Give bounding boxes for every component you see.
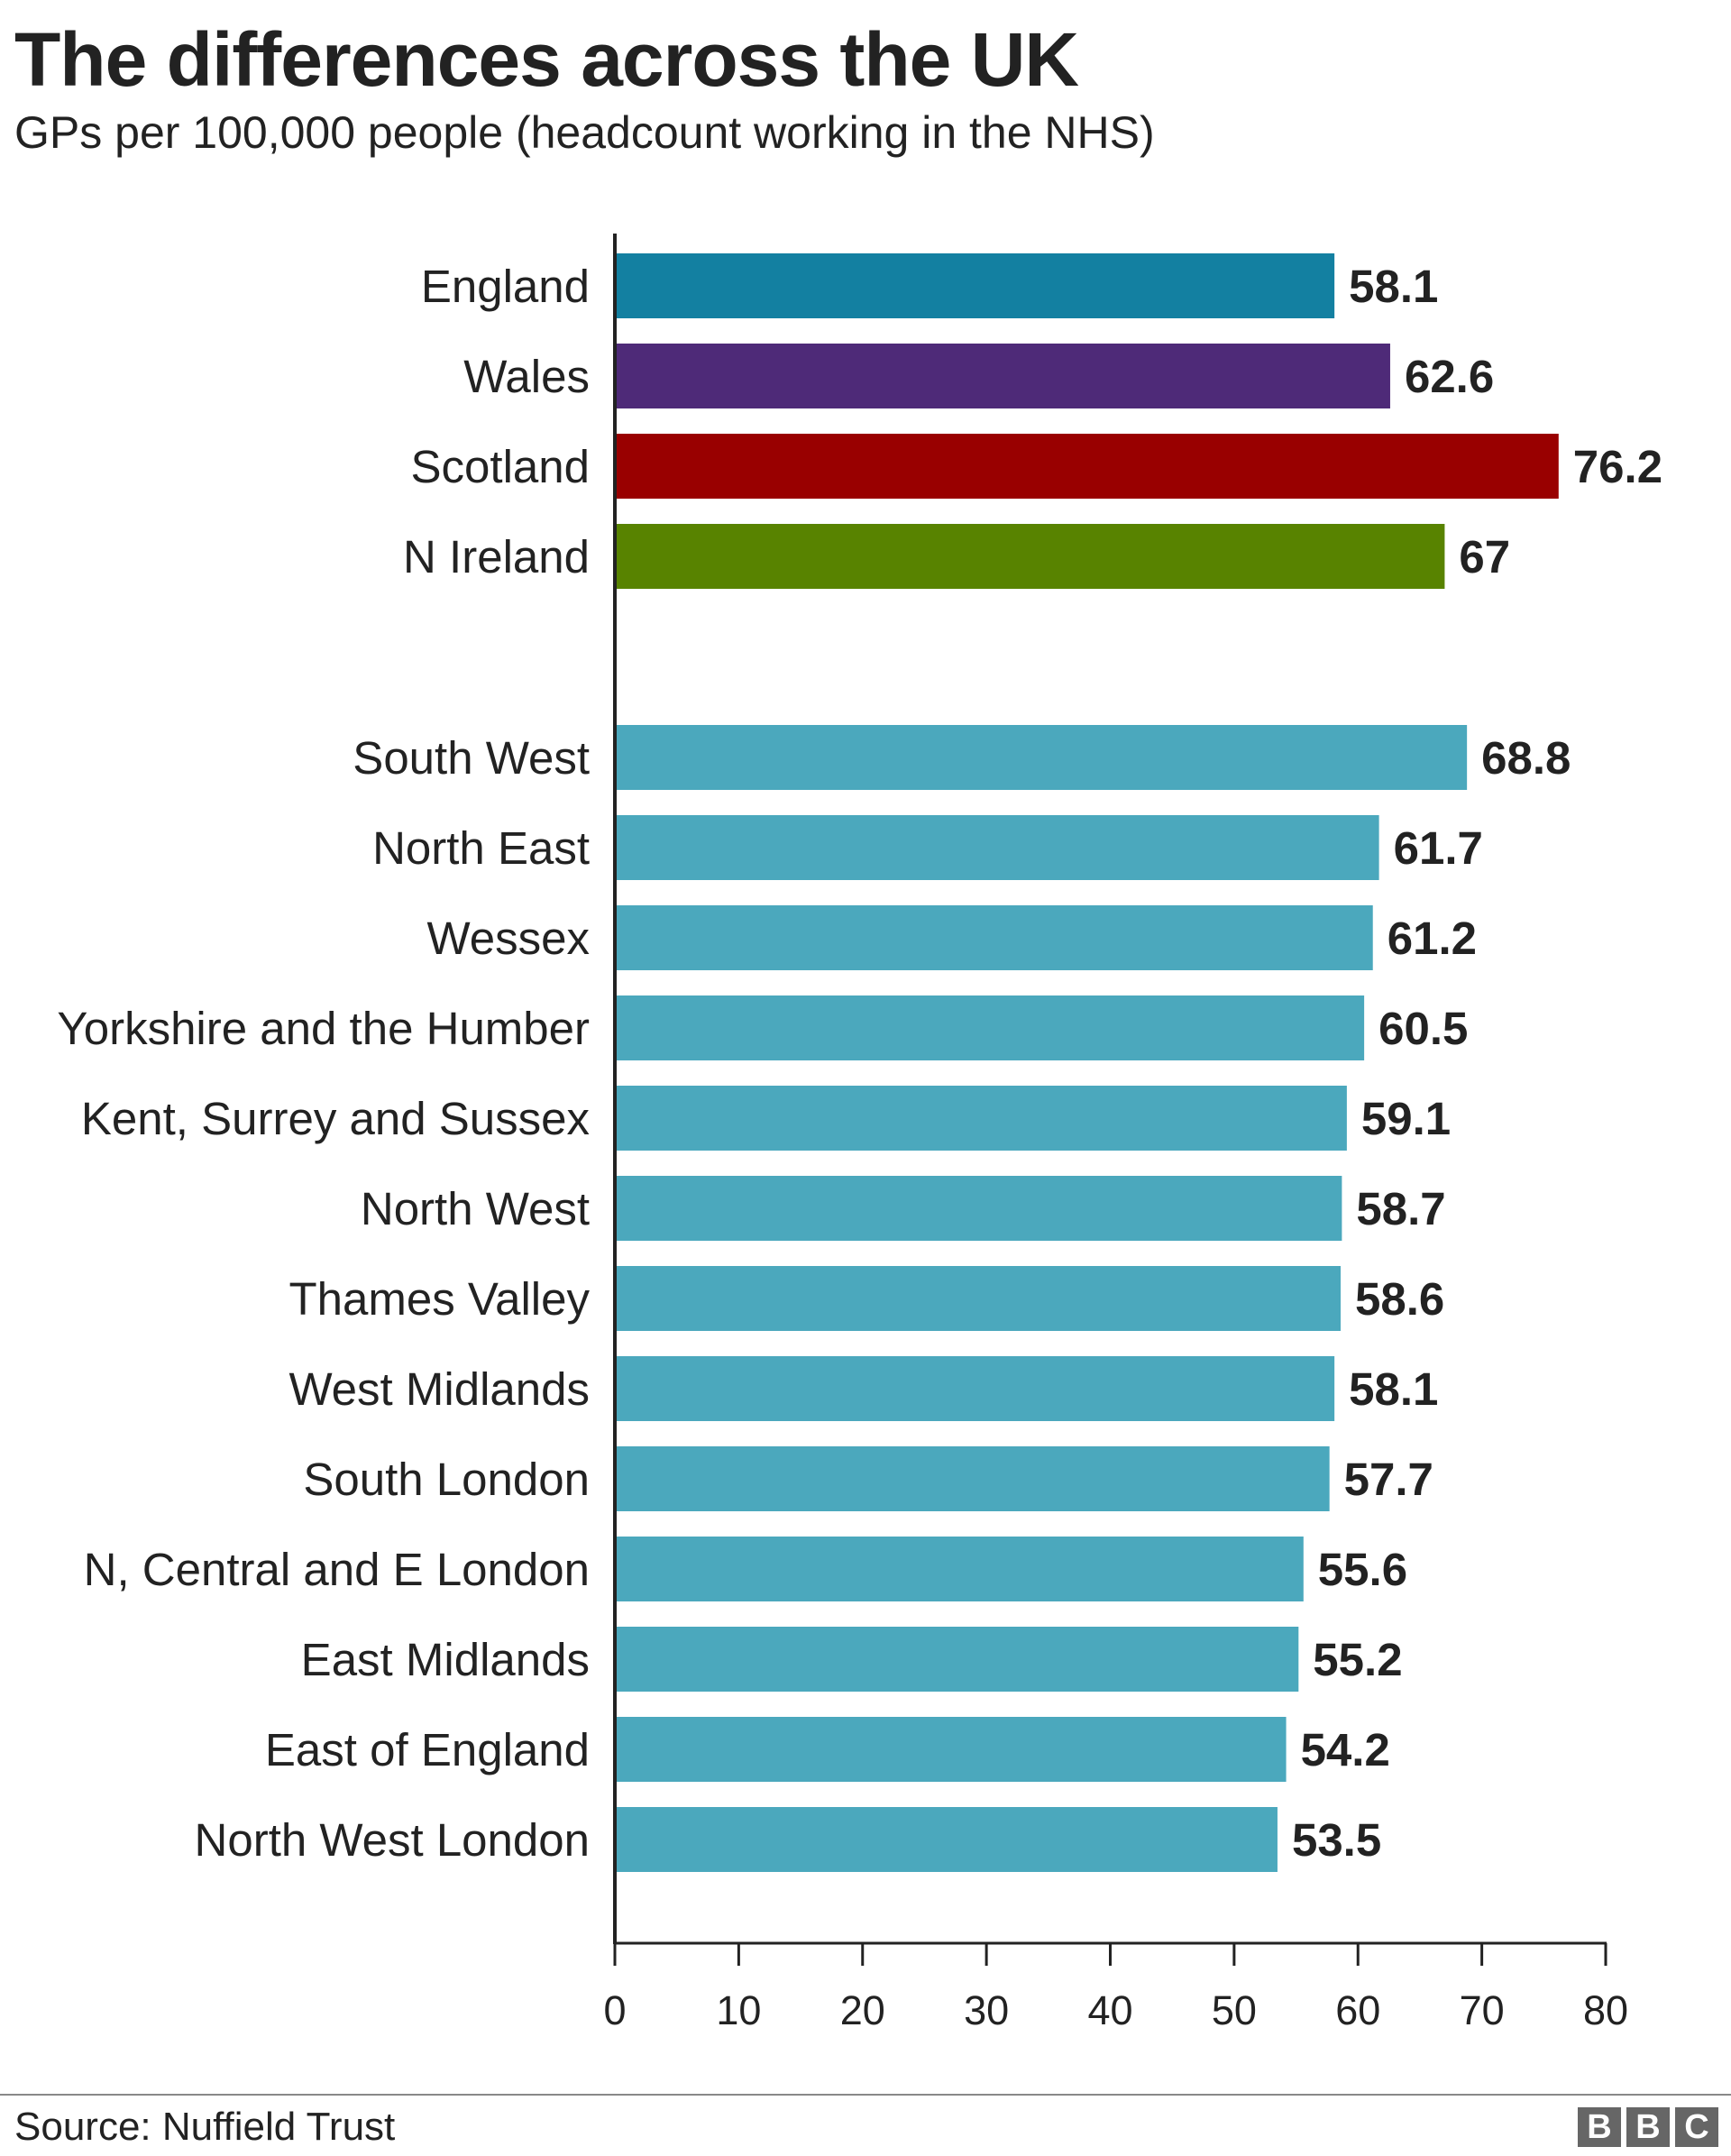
category-label: South West [353, 732, 590, 784]
bar [615, 1266, 1342, 1331]
bar [615, 1807, 1278, 1872]
x-tick-label: 10 [716, 1987, 761, 2033]
category-label: Yorkshire and the Humber [57, 1003, 590, 1054]
bar [615, 1176, 1342, 1241]
category-label: Wales [463, 351, 590, 402]
value-label: 61.7 [1394, 822, 1483, 874]
bar [615, 1717, 1287, 1782]
value-label: 55.2 [1313, 1634, 1402, 1685]
category-label: Kent, Surrey and Sussex [81, 1093, 590, 1144]
bar [615, 1537, 1304, 1601]
bar [615, 434, 1559, 499]
category-label: N Ireland [403, 531, 590, 583]
category-label: East of England [265, 1724, 590, 1775]
bar [615, 524, 1445, 589]
value-label: 58.1 [1349, 261, 1438, 312]
category-label: North East [372, 822, 590, 874]
value-label: 76.2 [1573, 441, 1662, 492]
value-label: 58.1 [1349, 1363, 1438, 1415]
bbc-logo-letter: B [1626, 2107, 1670, 2147]
bbc-logo-letter: B [1578, 2107, 1621, 2147]
bar [615, 1446, 1330, 1511]
category-label: South London [303, 1454, 590, 1505]
value-label: 62.6 [1405, 351, 1494, 402]
bar-chart: England 58.1 Wales 62.6 Scotland 76.2 N Irelan… [57, 234, 1662, 2033]
bar [615, 725, 1468, 790]
value-label: 53.5 [1292, 1814, 1381, 1866]
x-tick-label: 80 [1583, 1987, 1628, 2033]
chart-subtitle: GPs per 100,000 people (headcount workin… [14, 107, 1155, 158]
bar [615, 253, 1335, 318]
bar [615, 1086, 1347, 1151]
x-tick-label: 0 [603, 1987, 626, 2033]
category-label: N, Central and E London [84, 1544, 590, 1595]
x-tick-label: 30 [964, 1987, 1009, 2033]
value-label: 58.6 [1355, 1273, 1444, 1325]
x-tick-label: 20 [840, 1987, 885, 2033]
value-label: 54.2 [1301, 1724, 1390, 1775]
category-label: West Midlands [288, 1363, 590, 1415]
value-label: 58.7 [1356, 1183, 1445, 1234]
value-label: 67 [1459, 531, 1510, 583]
value-label: 61.2 [1388, 913, 1477, 964]
bar [615, 905, 1373, 970]
value-label: 60.5 [1378, 1003, 1468, 1054]
value-label: 68.8 [1481, 732, 1571, 784]
category-label: England [421, 261, 590, 312]
bar [615, 1627, 1299, 1692]
bar [615, 344, 1390, 408]
chart-title: The differences across the UK [14, 17, 1079, 102]
category-label: North West London [195, 1814, 590, 1866]
value-label: 59.1 [1361, 1093, 1451, 1144]
value-label: 57.7 [1344, 1454, 1433, 1505]
category-label: Wessex [427, 913, 590, 964]
footer-divider [0, 2094, 1731, 2096]
x-tick-label: 60 [1335, 1987, 1380, 2033]
x-tick-label: 50 [1212, 1987, 1257, 2033]
bbc-logo: B B C [1578, 2107, 1718, 2147]
source-note: Source: Nuffield Trust [14, 2105, 396, 2149]
category-label: North West [361, 1183, 590, 1234]
bar [615, 1356, 1335, 1421]
bbc-logo-letter: C [1675, 2107, 1718, 2147]
value-label: 55.6 [1318, 1544, 1407, 1595]
category-label: Scotland [411, 441, 590, 492]
bar [615, 995, 1365, 1060]
x-tick-label: 70 [1460, 1987, 1505, 2033]
category-label: Thames Valley [288, 1273, 590, 1325]
x-tick-label: 40 [1087, 1987, 1132, 2033]
category-label: East Midlands [301, 1634, 590, 1685]
bar [615, 815, 1379, 880]
